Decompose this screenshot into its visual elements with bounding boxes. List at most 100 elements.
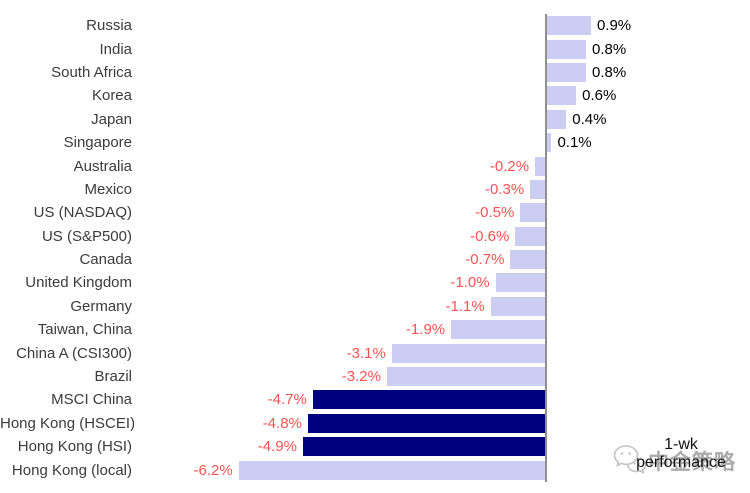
value-label: -6.2% (193, 461, 233, 479)
bar-area: 0.9% (138, 14, 750, 37)
bar-area: 0.6% (138, 84, 750, 107)
bar (391, 343, 545, 363)
chart-title: 1-wk performance (612, 436, 750, 472)
category-label: Germany (70, 297, 132, 315)
bar (510, 250, 545, 270)
bar-area: -3.2% (138, 365, 750, 388)
category-label: US (S&P500) (41, 227, 132, 245)
value-label: 0.1% (557, 134, 592, 152)
bar-area: -0.2% (138, 154, 750, 177)
chart-row: US (S&P500) -0.6% (0, 225, 750, 248)
category-label: India (99, 40, 132, 58)
chart-row: MSCI China -4.7% (0, 388, 750, 411)
chart-row: China A (CSI300) -3.1% (0, 341, 750, 364)
bar-area: -0.6% (138, 225, 750, 248)
chart-title-line2: performance (636, 454, 726, 471)
value-label: -0.3% (484, 180, 525, 198)
bar (515, 226, 545, 246)
bar-area: -4.7% (138, 388, 750, 411)
category-label: Taiwan, China (37, 321, 132, 339)
bar-area: 0.4% (138, 108, 750, 131)
category-label: Brazil (94, 368, 132, 386)
chart-row: South Africa 0.8% (0, 61, 750, 84)
chart-row: Korea 0.6% (0, 84, 750, 107)
value-label: -3.2% (341, 368, 381, 386)
value-label: -1.0% (450, 274, 490, 292)
bar-area: -0.7% (138, 248, 750, 271)
chart-row: Japan 0.4% (0, 108, 750, 131)
bar (302, 437, 545, 457)
value-label: 0.8% (592, 40, 627, 58)
wechat-icon (613, 445, 647, 475)
value-label: 0.6% (582, 87, 617, 105)
bar (238, 460, 545, 480)
value-label: -4.8% (262, 414, 302, 432)
bar-area: -4.8% (138, 412, 750, 435)
value-label: -3.1% (346, 344, 386, 362)
bar-area: -4.9% (138, 435, 750, 458)
category-label: Hong Kong (HSCEI) (0, 414, 136, 432)
bar (520, 203, 545, 223)
bar-area: -0.5% (138, 201, 750, 224)
bar (546, 109, 567, 129)
chart-row: Brazil -3.2% (0, 365, 750, 388)
bar (307, 413, 545, 433)
value-label: -1.1% (445, 297, 485, 315)
chart-row: Mexico -0.3% (0, 178, 750, 201)
chart-row: US (NASDAQ) -0.5% (0, 201, 750, 224)
category-label: Hong Kong (HSI) (17, 438, 132, 456)
watermark-text: 中金策略 (648, 451, 736, 474)
value-label: 0.4% (572, 110, 607, 128)
bar (546, 133, 552, 153)
category-label: Canada (79, 251, 132, 269)
category-label: Singapore (63, 134, 132, 152)
value-label: -0.6% (470, 227, 510, 245)
bar-area: -1.9% (138, 318, 750, 341)
chart-row: Hong Kong (HSI) -4.9% (0, 435, 750, 458)
value-label: 0.8% (592, 63, 627, 81)
bar (546, 16, 591, 36)
value-label: -0.2% (489, 157, 530, 175)
category-label: Hong Kong (local) (11, 461, 132, 479)
bar-area: 0.8% (138, 61, 750, 84)
bar (530, 179, 545, 199)
category-label: US (NASDAQ) (33, 204, 132, 222)
category-label: Russia (86, 17, 132, 35)
bar-chart-rows: Russia 0.9% India 0.8% South Africa 0.8% Korea… (0, 14, 750, 482)
bar-area: -3.1% (138, 341, 750, 364)
category-label: Japan (91, 110, 132, 128)
chart-row: Germany -1.1% (0, 295, 750, 318)
category-label: China A (CSI300) (16, 344, 132, 362)
bar-area: -1.1% (138, 295, 750, 318)
watermark: 中金策略 (612, 437, 750, 482)
value-label: -0.5% (475, 204, 515, 222)
bar (546, 86, 577, 106)
chart-row: Singapore 0.1% (0, 131, 750, 154)
chart-row: Hong Kong (HSCEI) -4.8% (0, 412, 750, 435)
chart-row: Hong Kong (local) -6.2% (0, 458, 750, 481)
bar (546, 62, 587, 82)
bar-area: 0.8% (138, 37, 750, 60)
bar (535, 156, 545, 176)
bar (451, 320, 545, 340)
value-label: -0.7% (465, 251, 505, 269)
chart-row: Russia 0.9% (0, 14, 750, 37)
chart-row: India 0.8% (0, 37, 750, 60)
category-label: Korea (91, 87, 132, 105)
chart-row: Australia -0.2% (0, 154, 750, 177)
value-label: -4.9% (257, 438, 297, 456)
bar-area: -1.0% (138, 271, 750, 294)
bar-area: -6.2% (138, 458, 750, 481)
bar-area: -0.3% (138, 178, 750, 201)
chart-row: United Kingdom -1.0% (0, 271, 750, 294)
chart-row: Taiwan, China -1.9% (0, 318, 750, 341)
value-label: 0.9% (596, 17, 632, 35)
category-label: United Kingdom (25, 274, 132, 292)
category-label: Australia (73, 157, 132, 175)
bar (490, 296, 545, 316)
value-label: -1.9% (405, 321, 446, 339)
zero-axis-line (545, 14, 547, 482)
chart-row: Canada -0.7% (0, 248, 750, 271)
value-label: -4.7% (267, 391, 307, 409)
